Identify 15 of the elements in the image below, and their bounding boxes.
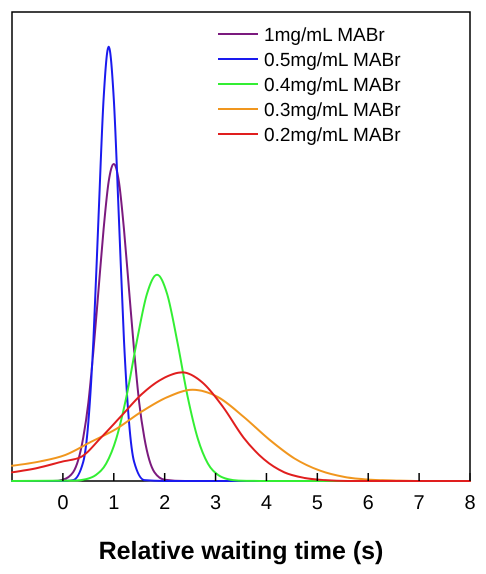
x-tick-label: 2 [159, 492, 170, 514]
x-tick-label: 4 [260, 492, 272, 514]
legend-label: 0.4mg/mL MABr [264, 75, 402, 96]
legend-label: 0.2mg/mL MABr [264, 125, 402, 146]
x-tick-label: 7 [414, 492, 425, 514]
x-tick-label: 1 [108, 492, 120, 514]
x-tick-label: 5 [312, 492, 323, 514]
legend-label: 1mg/mL MABr [264, 25, 386, 46]
legend-label: 0.5mg/mL MABr [264, 50, 402, 71]
x-tick-label: 8 [464, 492, 476, 514]
x-tick-label: 3 [210, 492, 222, 514]
x-tick-label: 6 [362, 492, 374, 514]
x-tick-label: 0 [57, 492, 68, 514]
legend-label: 0.3mg/mL MABr [264, 100, 402, 121]
x-axis-title: Relative waiting time (s) [98, 537, 384, 565]
